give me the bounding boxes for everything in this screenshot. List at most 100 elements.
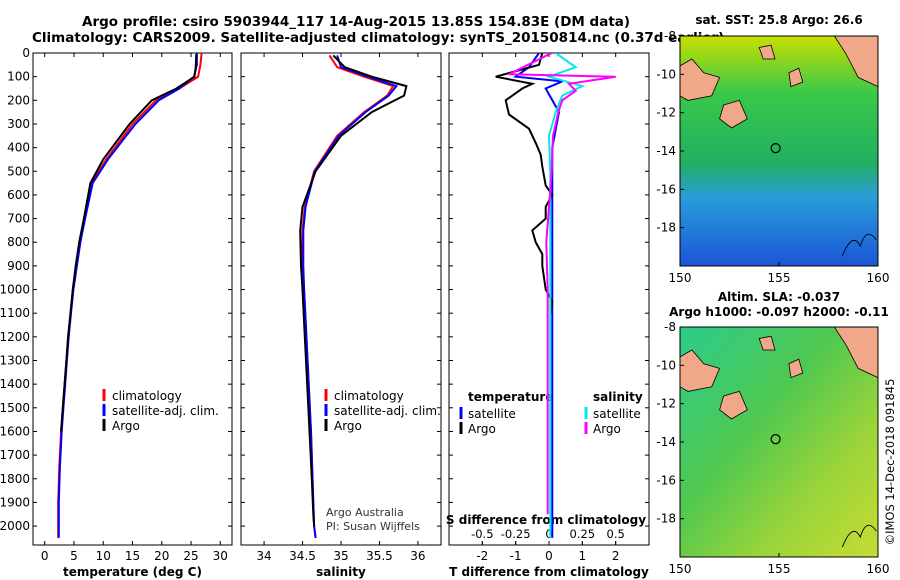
depth-tick-label: 1700 xyxy=(0,448,30,462)
sla-map-ytick-label: -16 xyxy=(656,473,676,487)
header-title-line2: Climatology: CARS2009. Satellite-adjuste… xyxy=(32,30,725,46)
depth-tick-label: 1600 xyxy=(0,424,30,438)
sst-map-ytick-label: -12 xyxy=(656,106,676,120)
temp-xtick-label: 10 xyxy=(96,549,111,563)
temp-xtick-label: 30 xyxy=(213,549,228,563)
diff-xtick-label: 1 xyxy=(579,549,587,563)
temp-xtick-label: 20 xyxy=(154,549,169,563)
sla-map-title-line2: Argo h1000: -0.097 h2000: -0.11 xyxy=(669,305,889,319)
credit-pi: PI: Susan Wijffels xyxy=(326,520,420,533)
sla-map-float-marker xyxy=(770,434,781,445)
depth-tick-label: 100 xyxy=(7,70,30,84)
depth-tick-label: 500 xyxy=(7,164,30,178)
sdiff-tick-label: 0.5 xyxy=(607,527,625,541)
depth-tick-label: 600 xyxy=(7,188,30,202)
sla-map-land xyxy=(679,349,721,392)
sal-xtick-label: 35.5 xyxy=(366,549,393,563)
sal-xtick-label: 34 xyxy=(256,549,271,563)
diff-series-t-satellite xyxy=(512,53,563,538)
sla-map-ytick-label: -18 xyxy=(656,512,676,526)
credit-argo-australia: Argo Australia xyxy=(326,506,404,519)
imos-watermark: ©IMOS 14-Dec-2018 091845 xyxy=(883,379,897,546)
diff-series-s-argo xyxy=(508,53,616,515)
sst-map-float-marker xyxy=(770,143,781,154)
diff-xtick-label: -1 xyxy=(510,549,522,563)
diff-legend-sal-satellite: satellite xyxy=(593,407,641,421)
sst-map-title: sat. SST: 25.8 Argo: 26.6 xyxy=(695,13,862,27)
sal-legend-climatology: climatology xyxy=(334,389,404,403)
temp-xtick-label: 0 xyxy=(41,549,49,563)
sst-map-land xyxy=(679,58,721,101)
diff-plot-frame xyxy=(448,52,650,546)
temp-series-climatology xyxy=(57,53,203,538)
depth-tick-label: 1500 xyxy=(0,401,30,415)
diff-legend-sal-title: salinity xyxy=(593,390,643,404)
sst-map-ytick-label: -18 xyxy=(656,221,676,235)
header-title-line1: Argo profile: csiro 5903944_117 14-Aug-2… xyxy=(82,14,631,30)
sst-map-land xyxy=(788,67,804,88)
depth-tick-label: 1000 xyxy=(0,283,30,297)
depth-tick-label: 1100 xyxy=(0,306,30,320)
sla-map-land xyxy=(719,390,748,420)
sal-legend-satellite-adj-clim-: satellite-adj. clim. xyxy=(334,404,441,418)
temp-xaxis-label: temperature (deg C) xyxy=(63,565,202,579)
sla-map-ytick-label: -14 xyxy=(656,435,676,449)
diff-series-t-argo xyxy=(495,53,554,314)
temp-xtick-label: 5 xyxy=(70,549,78,563)
sla-map-contour xyxy=(841,524,877,548)
depth-tick-label: 1400 xyxy=(0,377,30,391)
sla-map-ytick-label: -8 xyxy=(664,320,676,334)
sdiff-tick-label: 0.25 xyxy=(570,527,596,541)
diff-legend-temp-title: temperature xyxy=(468,390,553,404)
sal-xtick-label: 34.5 xyxy=(289,549,316,563)
sst-map-contour xyxy=(841,233,877,257)
diff-xtick-label: 0 xyxy=(545,549,553,563)
diff-legend-sal-argo: Argo xyxy=(593,422,621,436)
depth-tick-label: 200 xyxy=(7,93,30,107)
sla-map-title-line1: Altim. SLA: -0.037 xyxy=(718,290,840,304)
sdiff-tick-label: 0 xyxy=(545,527,552,541)
depth-tick-label: 1200 xyxy=(0,330,30,344)
sal-xtick-label: 36 xyxy=(410,549,425,563)
temp-legend-climatology: climatology xyxy=(112,389,182,403)
sdiff-tick-label: -0.5 xyxy=(471,527,493,541)
diff-xaxis-label: T difference from climatology xyxy=(449,565,649,579)
sal-xaxis-label: salinity xyxy=(316,565,366,579)
depth-tick-label: 400 xyxy=(7,141,30,155)
sst-map-xtick-label: 155 xyxy=(768,271,791,285)
depth-tick-label: 2000 xyxy=(0,519,30,533)
sdiff-axis-label: S difference from climatology xyxy=(446,513,646,527)
depth-tick-label: 300 xyxy=(7,117,30,131)
diff-legend-temp-argo: Argo xyxy=(468,422,496,436)
sst-map-land xyxy=(758,44,776,60)
diff-legend-temp-satellite: satellite xyxy=(468,407,516,421)
depth-tick-label: 900 xyxy=(7,259,30,273)
sla-map-xtick-label: 150 xyxy=(669,562,692,576)
sla-map-xtick-label: 155 xyxy=(768,562,791,576)
temp-xtick-label: 25 xyxy=(183,549,198,563)
sst-map-land xyxy=(719,99,748,129)
depth-tick-label: 800 xyxy=(7,235,30,249)
depth-tick-label: 1800 xyxy=(0,472,30,486)
sst-map-ytick-label: -8 xyxy=(664,29,676,43)
sla-map-xtick-label: 160 xyxy=(867,562,890,576)
sal-xtick-label: 35 xyxy=(333,549,348,563)
depth-tick-label: 0 xyxy=(22,46,30,60)
sst-map-ytick-label: -10 xyxy=(656,67,676,81)
temp-legend-argo: Argo xyxy=(112,419,140,433)
temp-series-argo xyxy=(60,54,198,432)
temp-xtick-label: 15 xyxy=(125,549,140,563)
sla-map-land xyxy=(758,335,776,351)
diff-xtick-label: -2 xyxy=(476,549,488,563)
sal-legend-argo: Argo xyxy=(334,419,362,433)
depth-tick-label: 1900 xyxy=(0,495,30,509)
depth-tick-label: 1300 xyxy=(0,354,30,368)
sal-plot-frame xyxy=(240,52,442,546)
sla-map-ytick-label: -10 xyxy=(656,358,676,372)
sdiff-tick-label: -0.25 xyxy=(501,527,531,541)
depth-tick-label: 700 xyxy=(7,212,30,226)
sla-map-ytick-label: -12 xyxy=(656,397,676,411)
sal-series-satellite-adj-clim- xyxy=(302,55,399,539)
diff-series-s-satellite xyxy=(545,53,586,538)
